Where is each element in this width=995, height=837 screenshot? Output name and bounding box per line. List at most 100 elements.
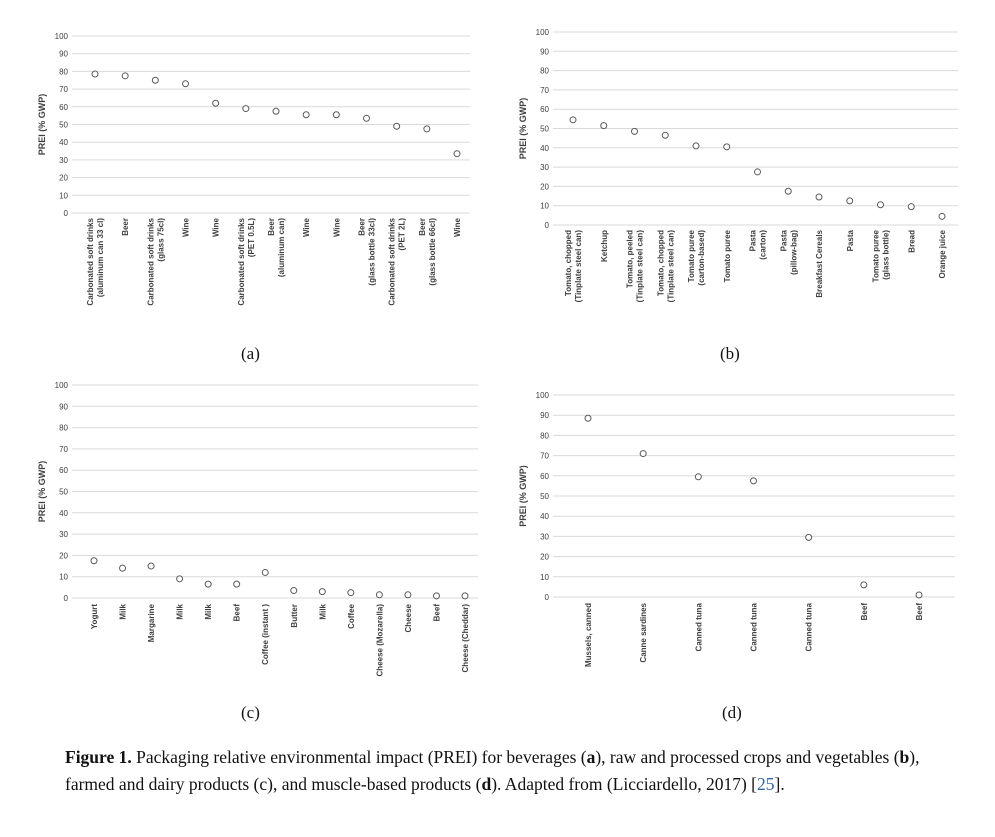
data-point-a-10 bbox=[363, 114, 370, 122]
ytick-label-c-70: 70 bbox=[59, 445, 68, 454]
data-point-a-2 bbox=[121, 72, 129, 80]
ytick-label-c-10: 10 bbox=[59, 573, 68, 582]
category-label-c-11: Cheese (Mozarella) bbox=[375, 604, 384, 677]
citation-link[interactable]: 25 bbox=[757, 774, 775, 794]
data-point-b-11 bbox=[877, 201, 884, 209]
data-point-a-1 bbox=[91, 70, 99, 78]
ytick-label-c-90: 90 bbox=[59, 402, 68, 411]
category-label-a-6-line-1: Carbonated soft drinks bbox=[237, 217, 246, 305]
data-point-c-1 bbox=[90, 557, 98, 565]
category-label-d-2: Canne sardines bbox=[639, 602, 648, 662]
panel-label-d: (d) bbox=[722, 703, 742, 722]
data-point-a-6 bbox=[242, 105, 250, 113]
category-label-a-12-line-2: (glass bottle 66cl) bbox=[428, 218, 437, 286]
category-label-a-3-line-2: (glass 75cl) bbox=[156, 218, 165, 262]
ytick-label-c-20: 20 bbox=[59, 551, 68, 560]
category-label-a-13: Wine bbox=[453, 217, 462, 237]
category-label-c-1: Yogurt bbox=[90, 604, 99, 630]
category-label-b-7-line-2: (carton) bbox=[759, 230, 768, 260]
data-point-b-2 bbox=[600, 122, 608, 130]
ytick-label-c-50: 50 bbox=[59, 488, 68, 497]
ytick-label-b-40: 40 bbox=[540, 144, 549, 153]
ytick-label-c-0: 0 bbox=[64, 594, 69, 603]
caption-text-4: ). Adapted from (Licciardello, 2017) [ bbox=[491, 774, 757, 794]
chart-panel-a: 0 10 20 30 40 50 60 70 80 90 100 PREI (% GWP) Carbon… bbox=[37, 32, 470, 306]
data-point-b-1 bbox=[569, 116, 577, 124]
category-label-a-8: Wine bbox=[302, 217, 311, 237]
category-label-a-1-line-1: Carbonated soft drinks bbox=[86, 217, 95, 305]
category-label-b-3-line-1: Tomato, peeled bbox=[626, 230, 635, 288]
category-label-a-11-line-2: (PET 2L) bbox=[398, 218, 407, 251]
data-point-b-6 bbox=[723, 143, 731, 151]
data-point-b-13 bbox=[938, 212, 946, 220]
y-axis-label-b: PREI (% GWP) bbox=[518, 98, 528, 160]
ytick-label-b-80: 80 bbox=[540, 67, 549, 76]
data-point-c-2 bbox=[119, 564, 127, 572]
category-label-a-3-line-1: Carbonated soft drinks bbox=[146, 217, 155, 305]
category-label-b-5-line-1: Tomato puree bbox=[687, 229, 696, 282]
data-point-c-4 bbox=[176, 575, 184, 583]
data-point-c-3 bbox=[147, 562, 155, 570]
data-point-c-9 bbox=[318, 588, 326, 596]
category-label-b-13: Orange juice bbox=[938, 229, 947, 278]
data-point-c-8 bbox=[290, 587, 298, 595]
caption-ref-d: d bbox=[481, 774, 492, 794]
caption-text-5: ]. bbox=[774, 774, 785, 794]
category-label-d-3: Canned tuna bbox=[694, 602, 703, 651]
chart-panel-b: 0 10 20 30 40 50 60 70 80 90 100 PREI (% GWP) Tomato… bbox=[518, 28, 958, 302]
ytick-label-a-30: 30 bbox=[59, 156, 68, 165]
data-point-a-12 bbox=[423, 125, 431, 133]
ytick-label-b-90: 90 bbox=[540, 47, 549, 56]
ytick-label-b-20: 20 bbox=[540, 182, 549, 191]
caption-ref-b: b bbox=[899, 747, 910, 767]
ytick-label-d-90: 90 bbox=[540, 411, 549, 420]
data-point-d-2 bbox=[639, 450, 647, 458]
y-axis-label-c: PREI (% GWP) bbox=[37, 461, 47, 523]
category-label-c-13: Beef bbox=[432, 604, 441, 622]
data-point-c-11 bbox=[375, 591, 383, 599]
ytick-label-b-0: 0 bbox=[545, 221, 550, 230]
category-label-b-9: Breakfast Cereals bbox=[815, 229, 824, 297]
category-label-b-7-line-1: Pasta bbox=[749, 229, 758, 251]
category-label-c-9: Milk bbox=[318, 603, 327, 619]
category-label-c-4: Milk bbox=[176, 603, 185, 619]
category-label-c-2: Milk bbox=[119, 603, 128, 619]
data-point-b-8 bbox=[784, 187, 792, 195]
data-point-d-4 bbox=[750, 477, 757, 485]
data-point-a-5 bbox=[212, 99, 220, 107]
category-label-b-8-line-2: (pillow-bag) bbox=[789, 230, 798, 275]
panel-label-a: (a) bbox=[241, 344, 260, 363]
category-label-b-10: Pasta bbox=[846, 229, 855, 251]
chart-panel-d: 0 10 20 30 40 50 60 70 80 90 100 PREI (% GWP) Mussel… bbox=[518, 391, 955, 667]
ytick-label-a-50: 50 bbox=[59, 121, 68, 130]
panel-label-c: (c) bbox=[241, 703, 260, 722]
data-point-c-10 bbox=[347, 589, 355, 597]
y-axis-label-d: PREI (% GWP) bbox=[518, 465, 528, 527]
category-label-b-3-line-2: (Tinplate steel can) bbox=[636, 230, 645, 303]
category-label-b-4-line-2: (Tinplate steel can) bbox=[666, 230, 675, 303]
category-label-b-11-line-2: (glass bottle) bbox=[882, 230, 891, 280]
category-label-a-5: Wine bbox=[212, 217, 221, 237]
category-label-c-14: Cheese (Cheddar) bbox=[461, 604, 470, 673]
chart-panel-c: 0 10 20 30 40 50 60 70 80 90 100 PREI (% GWP) Yogurt… bbox=[37, 381, 478, 676]
ytick-label-a-80: 80 bbox=[59, 67, 68, 76]
category-label-c-10: Coffee bbox=[347, 603, 356, 628]
ytick-label-d-60: 60 bbox=[540, 472, 549, 481]
data-point-c-7 bbox=[261, 568, 269, 576]
category-label-b-12: Bread bbox=[907, 230, 916, 253]
caption-ref-a: a bbox=[586, 747, 596, 767]
category-label-c-7: Coffee (instant ) bbox=[261, 604, 270, 665]
ytick-label-d-0: 0 bbox=[545, 593, 550, 602]
category-label-b-2: Ketchup bbox=[600, 230, 609, 262]
ytick-label-d-30: 30 bbox=[540, 532, 549, 541]
data-point-a-9 bbox=[332, 111, 340, 119]
ytick-label-d-20: 20 bbox=[540, 553, 549, 562]
category-label-b-8-line-1: Pasta bbox=[779, 229, 788, 251]
ytick-label-a-10: 10 bbox=[59, 191, 68, 200]
ytick-label-c-100: 100 bbox=[55, 381, 69, 390]
data-point-a-7 bbox=[272, 107, 280, 115]
data-point-b-10 bbox=[846, 197, 854, 205]
data-point-d-5 bbox=[805, 533, 813, 541]
category-label-b-11-line-1: Tomato puree bbox=[872, 229, 881, 282]
